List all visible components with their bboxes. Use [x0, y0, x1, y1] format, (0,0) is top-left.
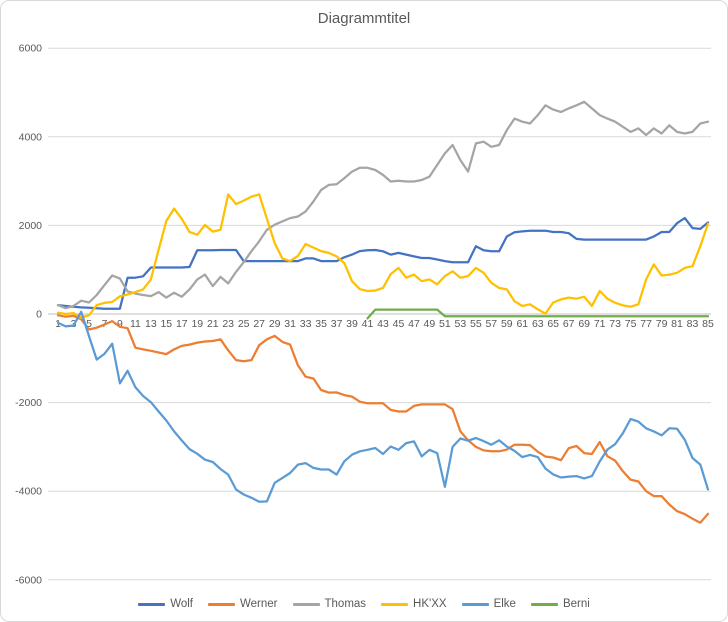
y-axis-label: 4000	[19, 131, 43, 143]
legend-swatch-elke	[461, 602, 489, 606]
x-axis-label: 37	[331, 318, 343, 330]
y-axis-label: -2000	[15, 397, 42, 409]
y-axis-label: 2000	[19, 220, 43, 232]
series-line-hkxx[interactable]	[56, 193, 710, 319]
x-axis-label: 9	[117, 318, 123, 330]
x-axis-label: 61	[516, 318, 528, 330]
x-axis-label: 85	[702, 318, 714, 330]
x-axis-label: 19	[191, 318, 203, 330]
series-line-wolf[interactable]	[56, 216, 710, 310]
x-axis-label: 23	[222, 318, 234, 330]
x-axis-label: 53	[455, 318, 467, 330]
x-axis-label: 69	[578, 318, 590, 330]
x-axis-label: 25	[238, 318, 250, 330]
y-axis-label: -4000	[15, 486, 42, 498]
legend-item-hkxx[interactable]: HK'XX	[381, 598, 447, 610]
x-axis-label: 35	[315, 318, 327, 330]
chart-title[interactable]: Diagrammtitel	[317, 10, 411, 27]
x-axis-label: 13	[145, 318, 157, 330]
legend-item-elke[interactable]: Elke	[461, 598, 516, 610]
legend-swatch-berni	[530, 602, 558, 606]
series-line-elke[interactable]	[56, 310, 710, 503]
x-axis-label: 17	[176, 318, 188, 330]
legend-label-werner: Werner	[240, 598, 278, 610]
legend-swatch-wolf	[138, 602, 166, 606]
x-axis-label: 47	[408, 318, 420, 330]
legend-item-berni[interactable]: Berni	[530, 598, 590, 610]
x-axis-label: 21	[207, 318, 219, 330]
series-line-werner[interactable]	[56, 314, 710, 524]
x-axis-label: 77	[640, 318, 652, 330]
series-line-thomas[interactable]	[56, 100, 710, 310]
x-axis-label: 59	[501, 318, 513, 330]
x-axis-label: 81	[671, 318, 683, 330]
legend-swatch-thomas	[292, 602, 320, 606]
x-axis-label: 57	[485, 318, 497, 330]
x-axis-label: 45	[393, 318, 405, 330]
x-axis-label: 15	[160, 318, 172, 330]
x-axis-label: 31	[284, 318, 296, 330]
legend-label-thomas: Thomas	[324, 598, 367, 610]
x-axis-label: 39	[346, 318, 358, 330]
x-axis-label: 71	[594, 318, 606, 330]
x-axis-label: 67	[563, 318, 575, 330]
series-line-berni[interactable]	[366, 308, 710, 320]
x-axis-label: 49	[424, 318, 436, 330]
legend-label-wolf: Wolf	[170, 598, 193, 610]
y-axis-label: 0	[36, 309, 42, 321]
x-axis-label: 11	[130, 318, 141, 330]
x-axis-label: 75	[625, 318, 637, 330]
legend-swatch-hkxx	[381, 602, 409, 606]
x-axis-label: 33	[300, 318, 312, 330]
x-axis-label: 51	[439, 318, 451, 330]
y-axis-label: -6000	[15, 574, 42, 586]
legend-item-wolf[interactable]: Wolf	[138, 598, 193, 610]
x-axis-label: 43	[377, 318, 389, 330]
x-axis-label: 41	[362, 318, 374, 330]
legend-item-werner[interactable]: Werner	[208, 598, 278, 610]
x-axis-label: 5	[86, 318, 92, 330]
y-axis-label: 6000	[19, 43, 43, 55]
legend-label-berni: Berni	[562, 598, 590, 610]
legend-item-thomas[interactable]: Thomas	[292, 598, 367, 610]
x-axis-label: 29	[269, 318, 281, 330]
x-axis-label: 83	[687, 318, 699, 330]
x-axis-label: 63	[532, 318, 544, 330]
x-axis-label: 73	[609, 318, 621, 330]
x-axis-label: 79	[656, 318, 668, 330]
x-axis-label: 65	[547, 318, 559, 330]
legend: Wolf Werner Thomas HK'XX Elke Berni	[1, 598, 727, 610]
legend-label-hkxx: HK'XX	[413, 598, 447, 610]
x-axis-label: 55	[470, 318, 482, 330]
x-axis-label: 27	[253, 318, 265, 330]
legend-label-elke: Elke	[493, 598, 516, 610]
legend-swatch-werner	[208, 602, 235, 606]
